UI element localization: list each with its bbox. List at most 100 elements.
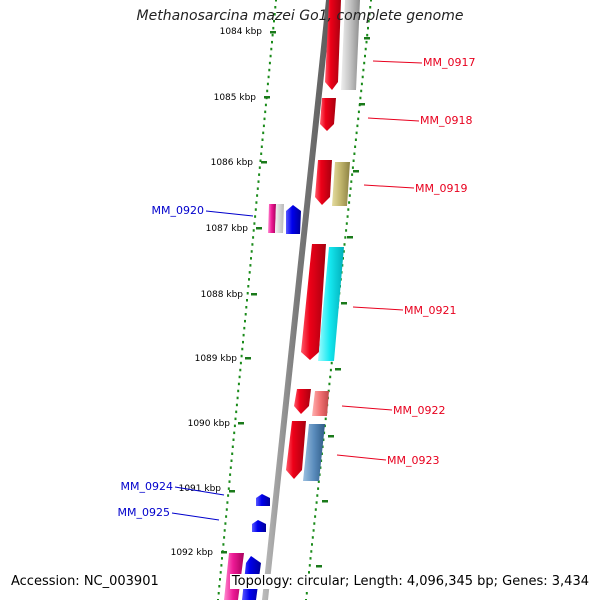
guide-dot [346,215,349,218]
guide-dot [270,47,273,51]
guide-dot [223,529,226,532]
tick-label: 1087 kbp [206,224,249,234]
guide-dot [227,494,230,497]
leader-lines [171,60,423,521]
gene-label-mm-0922[interactable]: MM_0922 [393,404,445,417]
guide-dot [239,361,242,365]
guide-dot [266,82,269,86]
guide-dot [351,166,354,169]
guide-dot [275,0,277,2]
gene-label-mm-0919[interactable]: MM_0919 [415,182,467,195]
guide-dot [267,75,270,79]
gene-mm-0921[interactable] [301,244,344,361]
gene-label-mm-0917[interactable]: MM_0917 [423,56,475,69]
gene-mm-0920[interactable] [286,205,301,234]
guide-dot [348,201,351,204]
guide-dot [248,278,250,281]
guide-dot [370,0,372,2]
guide-dot [367,26,369,30]
accession-label: Accession: NC_003901 [9,574,161,589]
guide-dot [225,508,228,511]
guide-dot [268,68,271,72]
guide-dot [316,494,319,497]
guide-dot [271,33,274,37]
guide-dot [324,417,327,421]
gene-mm-0917[interactable] [325,0,360,90]
gene-mm-0923[interactable] [286,421,325,481]
guide-dot [359,96,362,100]
guide-dot [227,487,230,490]
gene-label-mm-0924[interactable]: MM_0924 [121,480,173,493]
guide-dot [228,480,231,483]
guide-dot [357,117,360,121]
gene-label-mm-0923[interactable]: MM_0923 [387,454,439,467]
guide-dot [240,354,243,358]
tick-1092: 1092 kbp [171,548,227,558]
gene-label-mm-0920[interactable]: MM_0920 [152,204,204,217]
guide-dot [254,215,257,218]
guide-dot [256,187,259,190]
gene-label-mm-0921[interactable]: MM_0921 [404,304,456,317]
guide-dot [217,592,220,595]
guide-dot [344,236,347,239]
guide-dot [259,159,262,162]
guide-dot [236,396,239,400]
guide-dot [365,40,368,44]
page-title: Methanosarcina mazei Go1, complete genom… [136,8,464,24]
guide-dot [263,117,266,121]
guide-dot [308,571,310,574]
guide-dot [258,166,261,169]
guide-dot [323,431,326,435]
guide-dot [229,466,232,469]
gene-mm-0918[interactable] [320,98,336,131]
guide-dot [243,326,246,330]
guide-dot [348,194,351,197]
guide-dot [231,445,234,448]
guide-dot [311,543,313,546]
guide-dot [308,564,311,567]
kbp-ticks: 1084 kbp 1085 kbp 1086 kbp 1087 kbp 1088… [171,27,370,568]
guide-dot [218,585,221,588]
gene-mm-0922[interactable] [294,389,329,416]
guide-dot [305,592,308,595]
guide-dot [345,222,348,225]
gene-mm-0925[interactable] [252,520,266,532]
guide-dot [247,285,250,288]
gene-label-mm-0918[interactable]: MM_0918 [420,114,472,127]
guide-dot [364,47,367,51]
guide-dot [309,557,312,560]
guide-dot [329,368,332,372]
tick-label: 1084 kbp [220,27,263,37]
gene-label-mm-0925[interactable]: MM_0925 [118,506,170,519]
guide-dot [225,515,228,518]
guide-dot [320,452,323,455]
guide-dot [274,6,277,9]
tick-1086: 1086 kbp [211,158,267,168]
gene-mm-0920-pair[interactable] [268,204,284,233]
tick-1087: 1087 kbp [206,224,262,234]
guide-dot [238,375,241,379]
guide-dot [257,180,260,183]
guide-dot [317,487,320,490]
guide-dot [241,347,244,351]
guide-dot [273,19,275,23]
guide-dot [261,138,264,141]
guide-dot [264,103,267,107]
guide-dot [369,6,372,9]
guide-dot [323,424,326,428]
guide-dot [260,145,263,148]
guide-dot [315,501,318,504]
gene-mm-0924[interactable] [256,494,270,506]
guide-dot [252,236,255,239]
guide-dot [233,431,236,435]
guide-dot [352,159,355,162]
guide-dot [366,33,369,37]
guide-dot [219,571,222,574]
guide-dot [310,550,313,553]
tick-1084: 1084 kbp [220,27,276,37]
guide-dot [364,54,366,58]
gene-mm-0919[interactable] [315,160,350,206]
guide-dot [258,173,261,176]
tick-1085: 1085 kbp [214,93,270,103]
